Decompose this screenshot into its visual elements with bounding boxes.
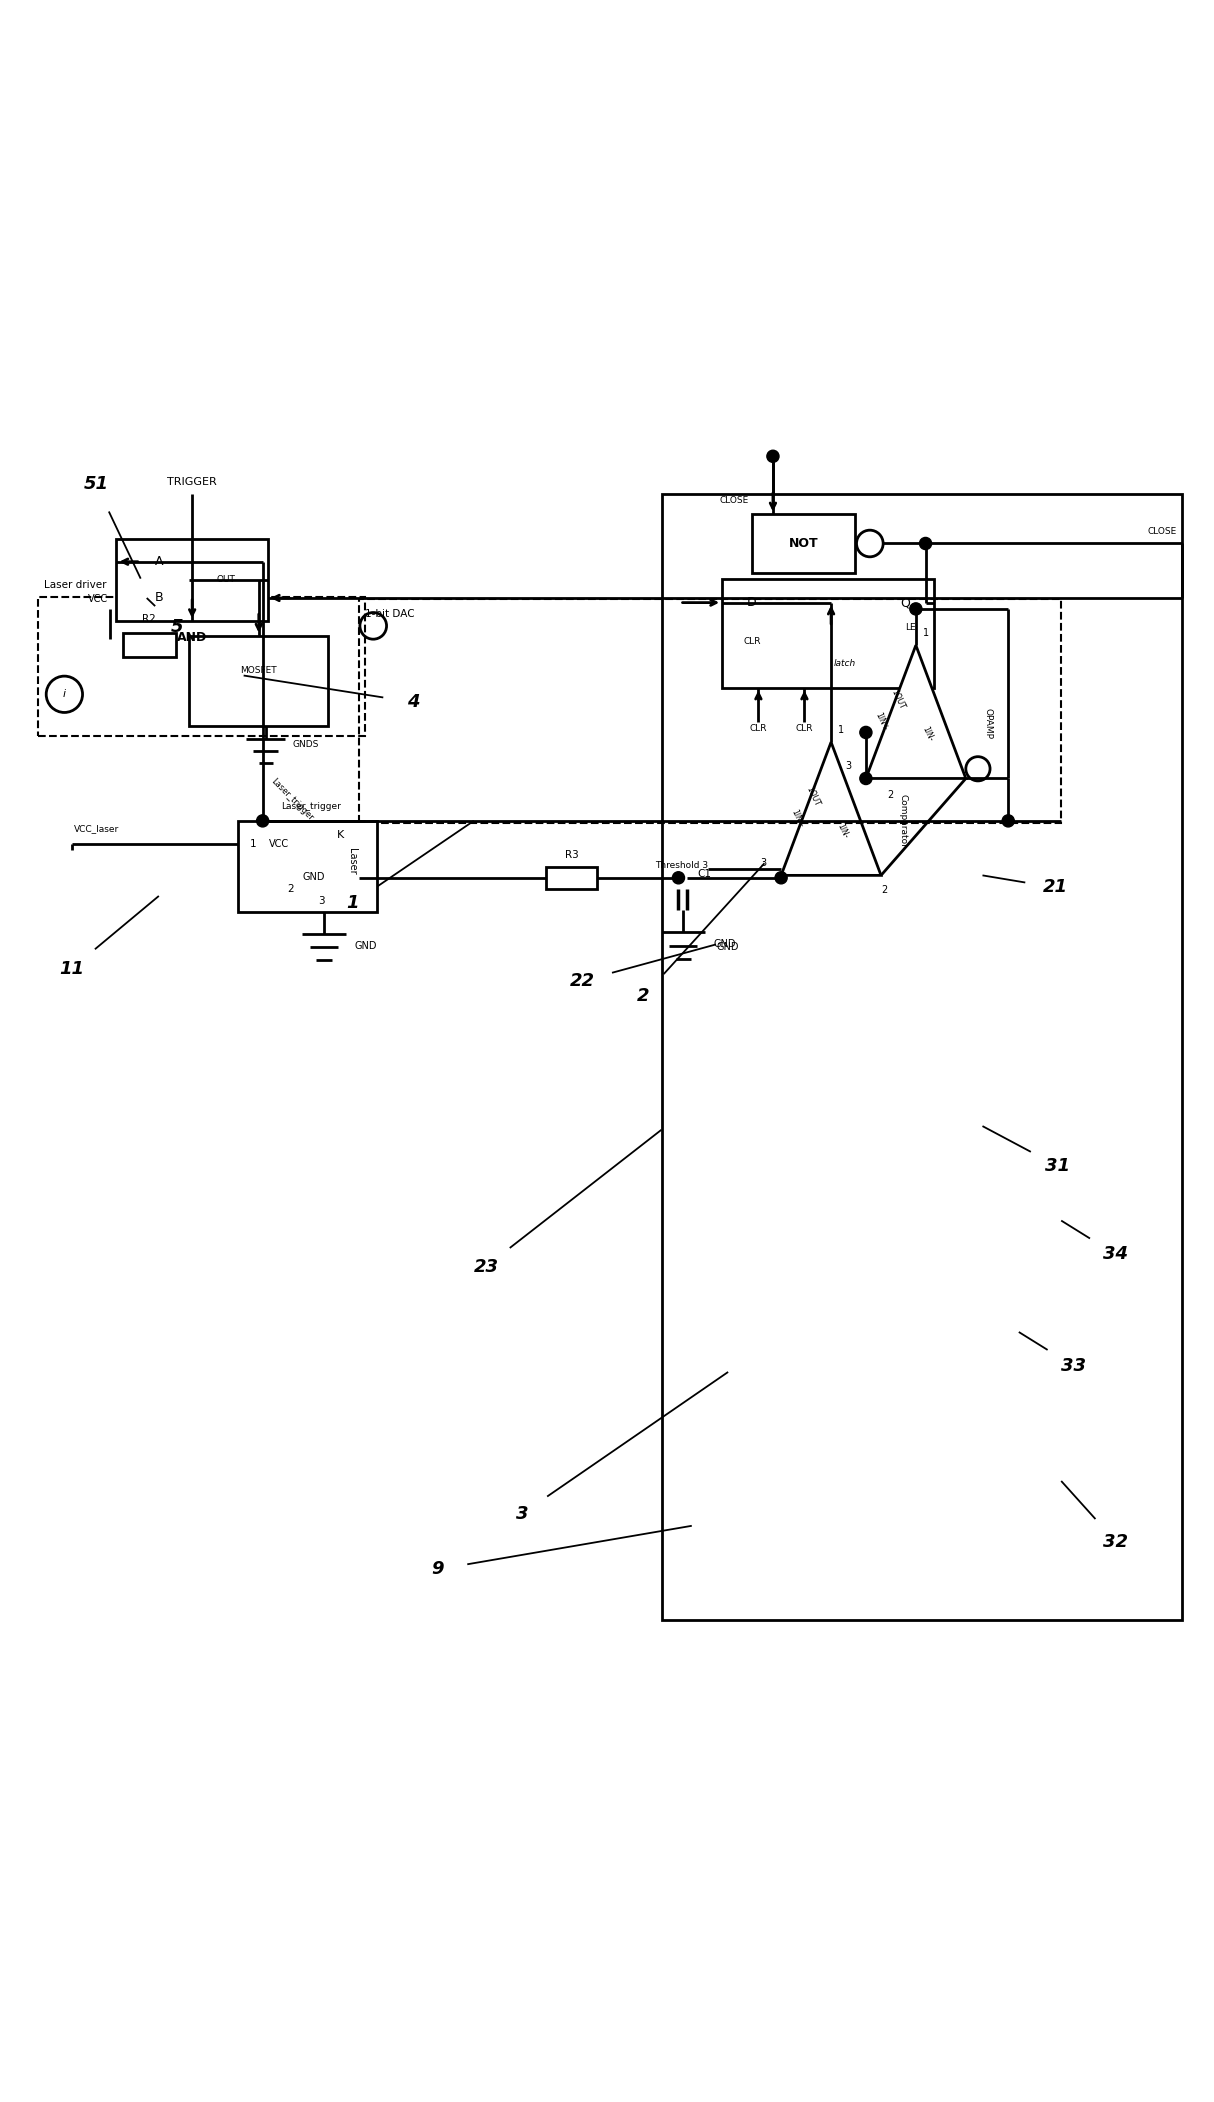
Text: 3: 3: [760, 858, 766, 868]
Text: i: i: [63, 689, 66, 700]
Text: 23: 23: [473, 1257, 499, 1276]
Text: 1IN+: 1IN+: [874, 710, 890, 731]
Circle shape: [857, 530, 883, 557]
Text: GND: GND: [354, 940, 376, 950]
Text: 3: 3: [845, 761, 851, 771]
Text: 1OUT: 1OUT: [805, 786, 822, 807]
Circle shape: [767, 450, 779, 462]
Bar: [546, 866, 597, 889]
Text: GND: GND: [304, 872, 325, 883]
Text: VCC_laser: VCC_laser: [74, 824, 119, 834]
Text: 2: 2: [637, 988, 649, 1005]
Text: OPAMP: OPAMP: [983, 708, 992, 740]
Text: 2: 2: [881, 885, 887, 895]
Circle shape: [256, 816, 268, 826]
Text: 2: 2: [887, 790, 894, 801]
Text: Comparator: Comparator: [898, 795, 907, 847]
Text: 5: 5: [171, 618, 183, 637]
Text: MOSFET: MOSFET: [240, 666, 277, 675]
Text: 51: 51: [84, 475, 108, 494]
Text: CLR: CLR: [750, 725, 767, 734]
Bar: [238, 822, 376, 912]
Text: 32: 32: [1104, 1532, 1128, 1551]
Text: 22: 22: [571, 971, 595, 990]
Text: VCC: VCC: [270, 839, 289, 849]
Circle shape: [775, 872, 787, 883]
Text: LE: LE: [906, 622, 915, 633]
Text: Laser_trigger: Laser_trigger: [280, 801, 341, 811]
Bar: [38, 597, 364, 736]
Bar: [358, 599, 1061, 824]
Bar: [722, 578, 934, 687]
Text: OUT: OUT: [216, 576, 234, 584]
Text: 33: 33: [1061, 1358, 1085, 1375]
Text: 11: 11: [59, 961, 84, 977]
Text: 1: 1: [346, 893, 359, 912]
Text: Laser: Laser: [347, 849, 357, 874]
Polygon shape: [781, 742, 881, 874]
Text: K: K: [337, 830, 344, 841]
Circle shape: [359, 612, 386, 639]
Text: 1: 1: [838, 725, 844, 736]
Text: 2: 2: [288, 885, 294, 893]
Text: 3: 3: [516, 1505, 528, 1522]
Text: GND: GND: [714, 940, 736, 950]
Bar: [117, 538, 268, 620]
Text: 1IN-: 1IN-: [835, 822, 851, 839]
Text: C1: C1: [697, 868, 711, 879]
Text: R3: R3: [565, 849, 579, 860]
Circle shape: [46, 677, 83, 713]
Text: 1: 1: [923, 628, 929, 639]
Text: R2: R2: [142, 614, 157, 624]
Text: GNDS: GNDS: [293, 740, 319, 748]
Circle shape: [860, 771, 872, 784]
Text: CLOSE: CLOSE: [1147, 528, 1176, 536]
Text: 1IN-: 1IN-: [920, 725, 935, 742]
Text: Threshold 3: Threshold 3: [656, 862, 709, 870]
Text: Q: Q: [900, 597, 909, 610]
Text: 1: 1: [250, 839, 256, 849]
Text: 9: 9: [431, 1560, 443, 1579]
Text: 1IN+: 1IN+: [789, 807, 805, 828]
Circle shape: [919, 538, 931, 549]
Text: 1-bit DAC: 1-bit DAC: [364, 610, 414, 618]
Text: B: B: [154, 591, 163, 605]
Polygon shape: [866, 645, 966, 778]
Text: CLR: CLR: [744, 637, 761, 645]
Text: A: A: [154, 555, 163, 568]
Bar: [662, 494, 1182, 1621]
Text: NOT: NOT: [789, 536, 818, 551]
Bar: [753, 515, 856, 572]
Text: latch: latch: [834, 660, 856, 668]
Text: Laser driver: Laser driver: [44, 580, 107, 591]
Circle shape: [673, 872, 685, 883]
Text: 21: 21: [1043, 879, 1067, 895]
Circle shape: [1003, 816, 1014, 826]
Text: D: D: [747, 597, 756, 610]
Text: 31: 31: [1045, 1156, 1070, 1175]
Text: GND: GND: [716, 942, 738, 952]
Text: 1OUT: 1OUT: [889, 689, 906, 710]
Text: 4: 4: [407, 694, 420, 710]
Text: TRIGGER: TRIGGER: [168, 477, 217, 488]
Text: 3: 3: [318, 895, 324, 906]
Text: VCC: VCC: [89, 595, 108, 603]
Bar: [189, 635, 329, 727]
Text: AND: AND: [177, 631, 208, 645]
Text: CLOSE: CLOSE: [720, 496, 749, 504]
Circle shape: [966, 757, 991, 782]
Text: 34: 34: [1104, 1246, 1128, 1263]
Text: CLR: CLR: [795, 725, 813, 734]
Circle shape: [860, 727, 872, 738]
Text: Laser_trigger: Laser_trigger: [268, 776, 314, 822]
Circle shape: [909, 603, 921, 616]
Bar: [123, 633, 176, 658]
